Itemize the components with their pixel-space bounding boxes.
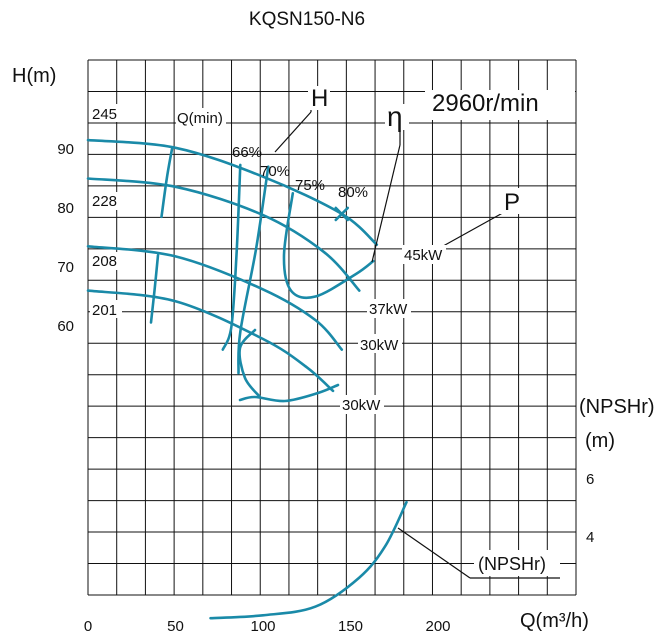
head-curve-201 — [86, 289, 335, 393]
chart-annotations: 2960r/min H η P Q(min) 245 228 208 201 6… — [90, 85, 575, 576]
impeller-diameter-label: 201 — [92, 302, 117, 319]
speed-label: 2960r/min — [432, 90, 539, 117]
npsh-tick-labels: 64 — [586, 471, 594, 546]
npsh-tick-label: 4 — [586, 529, 594, 546]
npsh-curve-label: (NPSHr) — [478, 554, 546, 574]
x-tick-label: 200 — [425, 618, 450, 635]
x-tick-label: 150 — [338, 618, 363, 635]
power-curve-label: P — [504, 189, 520, 216]
q-min-label: Q(min) — [177, 110, 223, 127]
impeller-diameter-label: 208 — [92, 253, 117, 270]
chart-grid — [87, 59, 577, 596]
y-tick-label: 90 — [57, 141, 74, 158]
x-tick-label: 50 — [167, 618, 184, 635]
x-tick-labels: 0 50 100 150 200 — [84, 618, 451, 635]
label-leaders — [274, 95, 560, 579]
impeller-diameter-label: 245 — [92, 106, 117, 123]
efficiency-label: 75% — [295, 177, 325, 194]
impeller-diameter-label: 228 — [92, 193, 117, 210]
chart-title: KQSN150-N6 — [249, 9, 365, 30]
head-curve-208 — [86, 245, 344, 351]
y-tick-labels: 90 80 70 60 — [57, 141, 74, 335]
efficiency-contour-low-0 — [238, 383, 340, 403]
y-tick-label: 70 — [57, 259, 74, 276]
efficiency-contour-66pct — [221, 163, 242, 351]
chart-curves — [86, 138, 408, 620]
x-tick-label: 100 — [250, 618, 275, 635]
efficiency-contour-q_min_208 — [149, 253, 160, 324]
power-label: 30kW — [360, 337, 399, 354]
npsh-curve — [209, 500, 408, 620]
efficiency-label: 70% — [260, 163, 290, 180]
y-tick-label: 80 — [57, 200, 74, 217]
efficiency-label: 66% — [232, 144, 262, 161]
x-tick-label: 0 — [84, 618, 92, 635]
best-efficiency-point-marker — [334, 206, 350, 222]
npsh-axis-unit: (m) — [585, 430, 615, 452]
head-curve-245 — [86, 138, 379, 246]
efficiency-contour-low-1 — [238, 328, 262, 399]
efficiency-curve-label: η — [387, 101, 403, 132]
y-tick-label: 60 — [57, 318, 74, 335]
head-curve-228 — [86, 177, 361, 292]
npsh-axis-label: (NPSHr) — [579, 396, 655, 418]
power-label: 30kW — [342, 397, 381, 414]
efficiency-contour-q_min_245 — [160, 147, 174, 219]
efficiency-label: 80% — [338, 184, 368, 201]
power-label: 37kW — [369, 301, 408, 318]
head-curve-label: H — [311, 85, 328, 112]
y-axis-label: H(m) — [12, 65, 56, 87]
npsh-tick-label: 6 — [586, 471, 594, 488]
x-axis-label: Q(m³/h) — [520, 610, 589, 632]
power-label: 45kW — [404, 247, 443, 264]
efficiency-contour-75pct — [282, 192, 375, 300]
